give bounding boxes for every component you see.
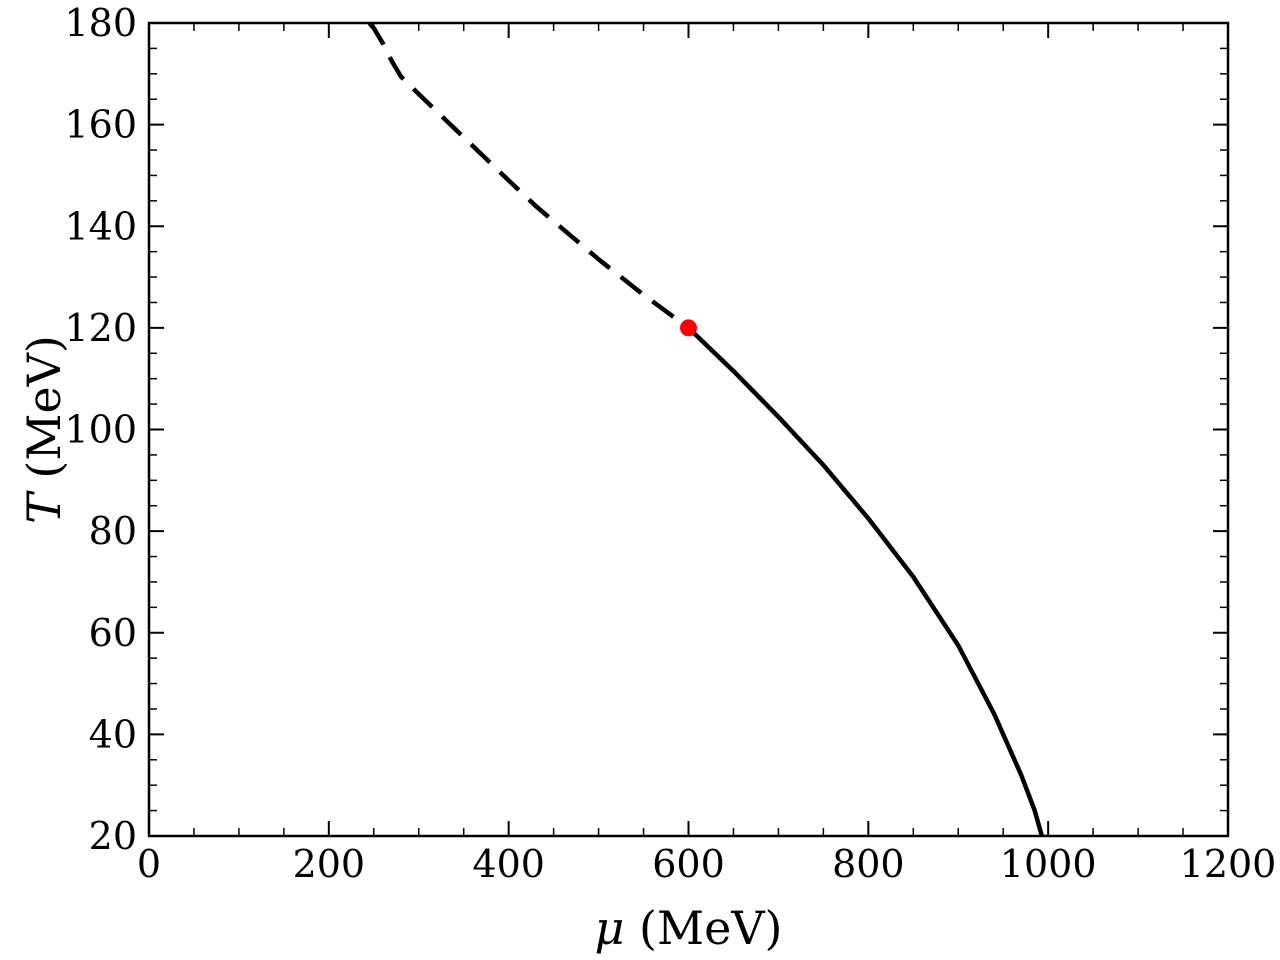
y-tick-label: 60 <box>89 611 137 655</box>
y-tick-label: 120 <box>64 306 137 350</box>
x-axis-label: μ (MeV) <box>595 901 783 955</box>
y-tick-label: 80 <box>89 509 137 553</box>
x-tick-label: 1000 <box>1000 842 1097 886</box>
critical-point <box>680 319 697 337</box>
x-tick-label: 400 <box>472 842 545 886</box>
plot-frame <box>147 21 1230 838</box>
y-axis-symbol: T <box>17 490 71 524</box>
x-tick-label: 200 <box>293 842 366 886</box>
crossover-line-dashed <box>367 21 690 330</box>
x-tick-label: 600 <box>652 842 725 886</box>
x-tick-label: 1200 <box>1180 842 1277 886</box>
x-tick-label: 0 <box>137 842 161 886</box>
x-axis-unit: (MeV) <box>639 901 782 955</box>
y-tick-label: 100 <box>64 408 137 452</box>
tick-labels: 0 200 400 600 800 1000 1200 20 40 60 80 100 120 140 16… <box>64 1 1276 886</box>
first-order-line-solid <box>686 326 1045 837</box>
y-tick-label: 180 <box>64 1 137 45</box>
y-axis-label: T (MeV) <box>17 335 71 524</box>
y-tick-label: 140 <box>64 204 137 248</box>
y-tick-label: 40 <box>89 712 137 756</box>
y-tick-label: 20 <box>89 814 137 858</box>
data-series <box>367 21 1045 837</box>
x-axis-symbol: μ <box>595 901 625 955</box>
y-tick-label: 160 <box>64 103 137 147</box>
axis-ticks <box>148 22 1229 837</box>
y-axis-unit: (MeV) <box>17 335 71 478</box>
x-tick-label: 800 <box>832 842 905 886</box>
